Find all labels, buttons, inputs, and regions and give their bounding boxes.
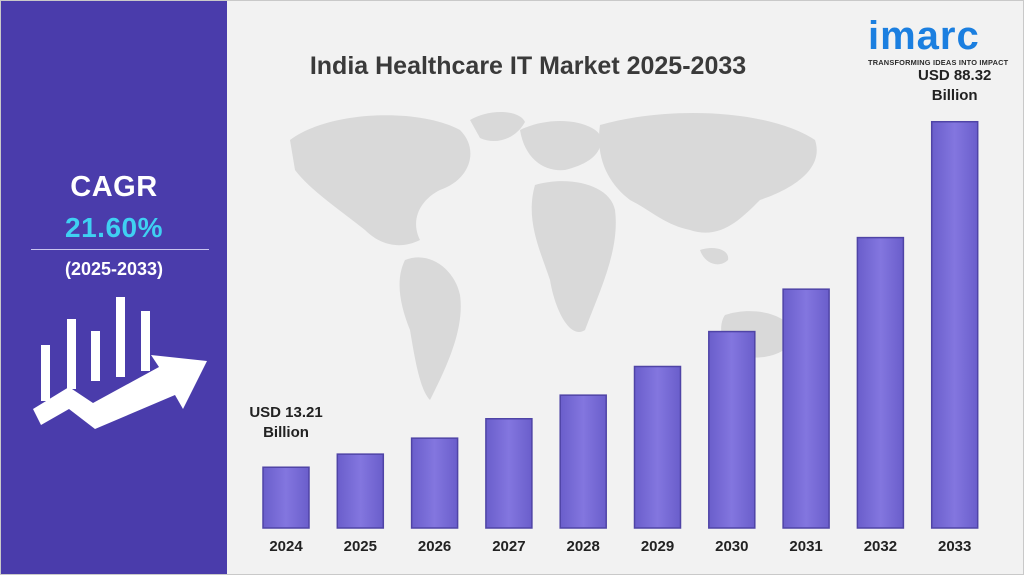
- bar-2024: [262, 466, 310, 529]
- annotation-2033-value: USD 88.32: [918, 66, 992, 84]
- growth-chart-icon: [33, 297, 207, 429]
- x-tick-2033: 2033: [938, 538, 971, 555]
- bar-2031: [782, 288, 830, 529]
- x-tick-2028: 2028: [567, 538, 600, 555]
- annotation-2024-unit: Billion: [263, 424, 309, 442]
- main-panel: India Healthcare IT Market 2025-2033 ima…: [228, 0, 1024, 575]
- x-tick-2029: 2029: [641, 538, 674, 555]
- cagr-panel: CAGR 21.60% (2025-2033): [1, 1, 227, 574]
- bar-chart: 2024 2025 2026 2027 2028 2029 2030 2031 2032 2033: [262, 120, 979, 555]
- bar-2027: [485, 418, 533, 529]
- x-tick-2025: 2025: [344, 538, 377, 555]
- bar-2028: [559, 394, 607, 529]
- annotation-2024: USD 13.21 Billion: [236, 403, 336, 443]
- chart-title: India Healthcare IT Market 2025-2033: [309, 52, 747, 80]
- bar-2026: [410, 437, 459, 529]
- annotation-2033: USD 88.32 Billion: [905, 66, 1005, 106]
- bar-2025: [336, 453, 385, 529]
- x-tick-2030: 2030: [715, 538, 748, 555]
- annotation-2024-value: USD 13.21: [249, 404, 323, 422]
- logo-tagline: TRANSFORMING IDEAS INTO IMPACT: [868, 58, 1009, 67]
- bar-2033: [930, 120, 979, 529]
- x-tick-2031: 2031: [789, 538, 822, 555]
- x-tick-2027: 2027: [492, 538, 525, 555]
- annotation-2033-unit: Billion: [931, 86, 978, 104]
- cagr-label: CAGR: [70, 171, 158, 203]
- divider: [31, 249, 209, 250]
- bar-2032: [856, 236, 905, 529]
- bar-2030: [708, 330, 756, 529]
- bar-2029: [633, 365, 682, 529]
- imarc-logo: imarc: [868, 14, 980, 58]
- cagr-value: 21.60%: [65, 212, 163, 243]
- x-tick-2024: 2024: [269, 538, 303, 555]
- cagr-period: (2025-2033): [64, 259, 164, 279]
- x-tick-2032: 2032: [864, 538, 897, 555]
- x-tick-2026: 2026: [418, 538, 451, 555]
